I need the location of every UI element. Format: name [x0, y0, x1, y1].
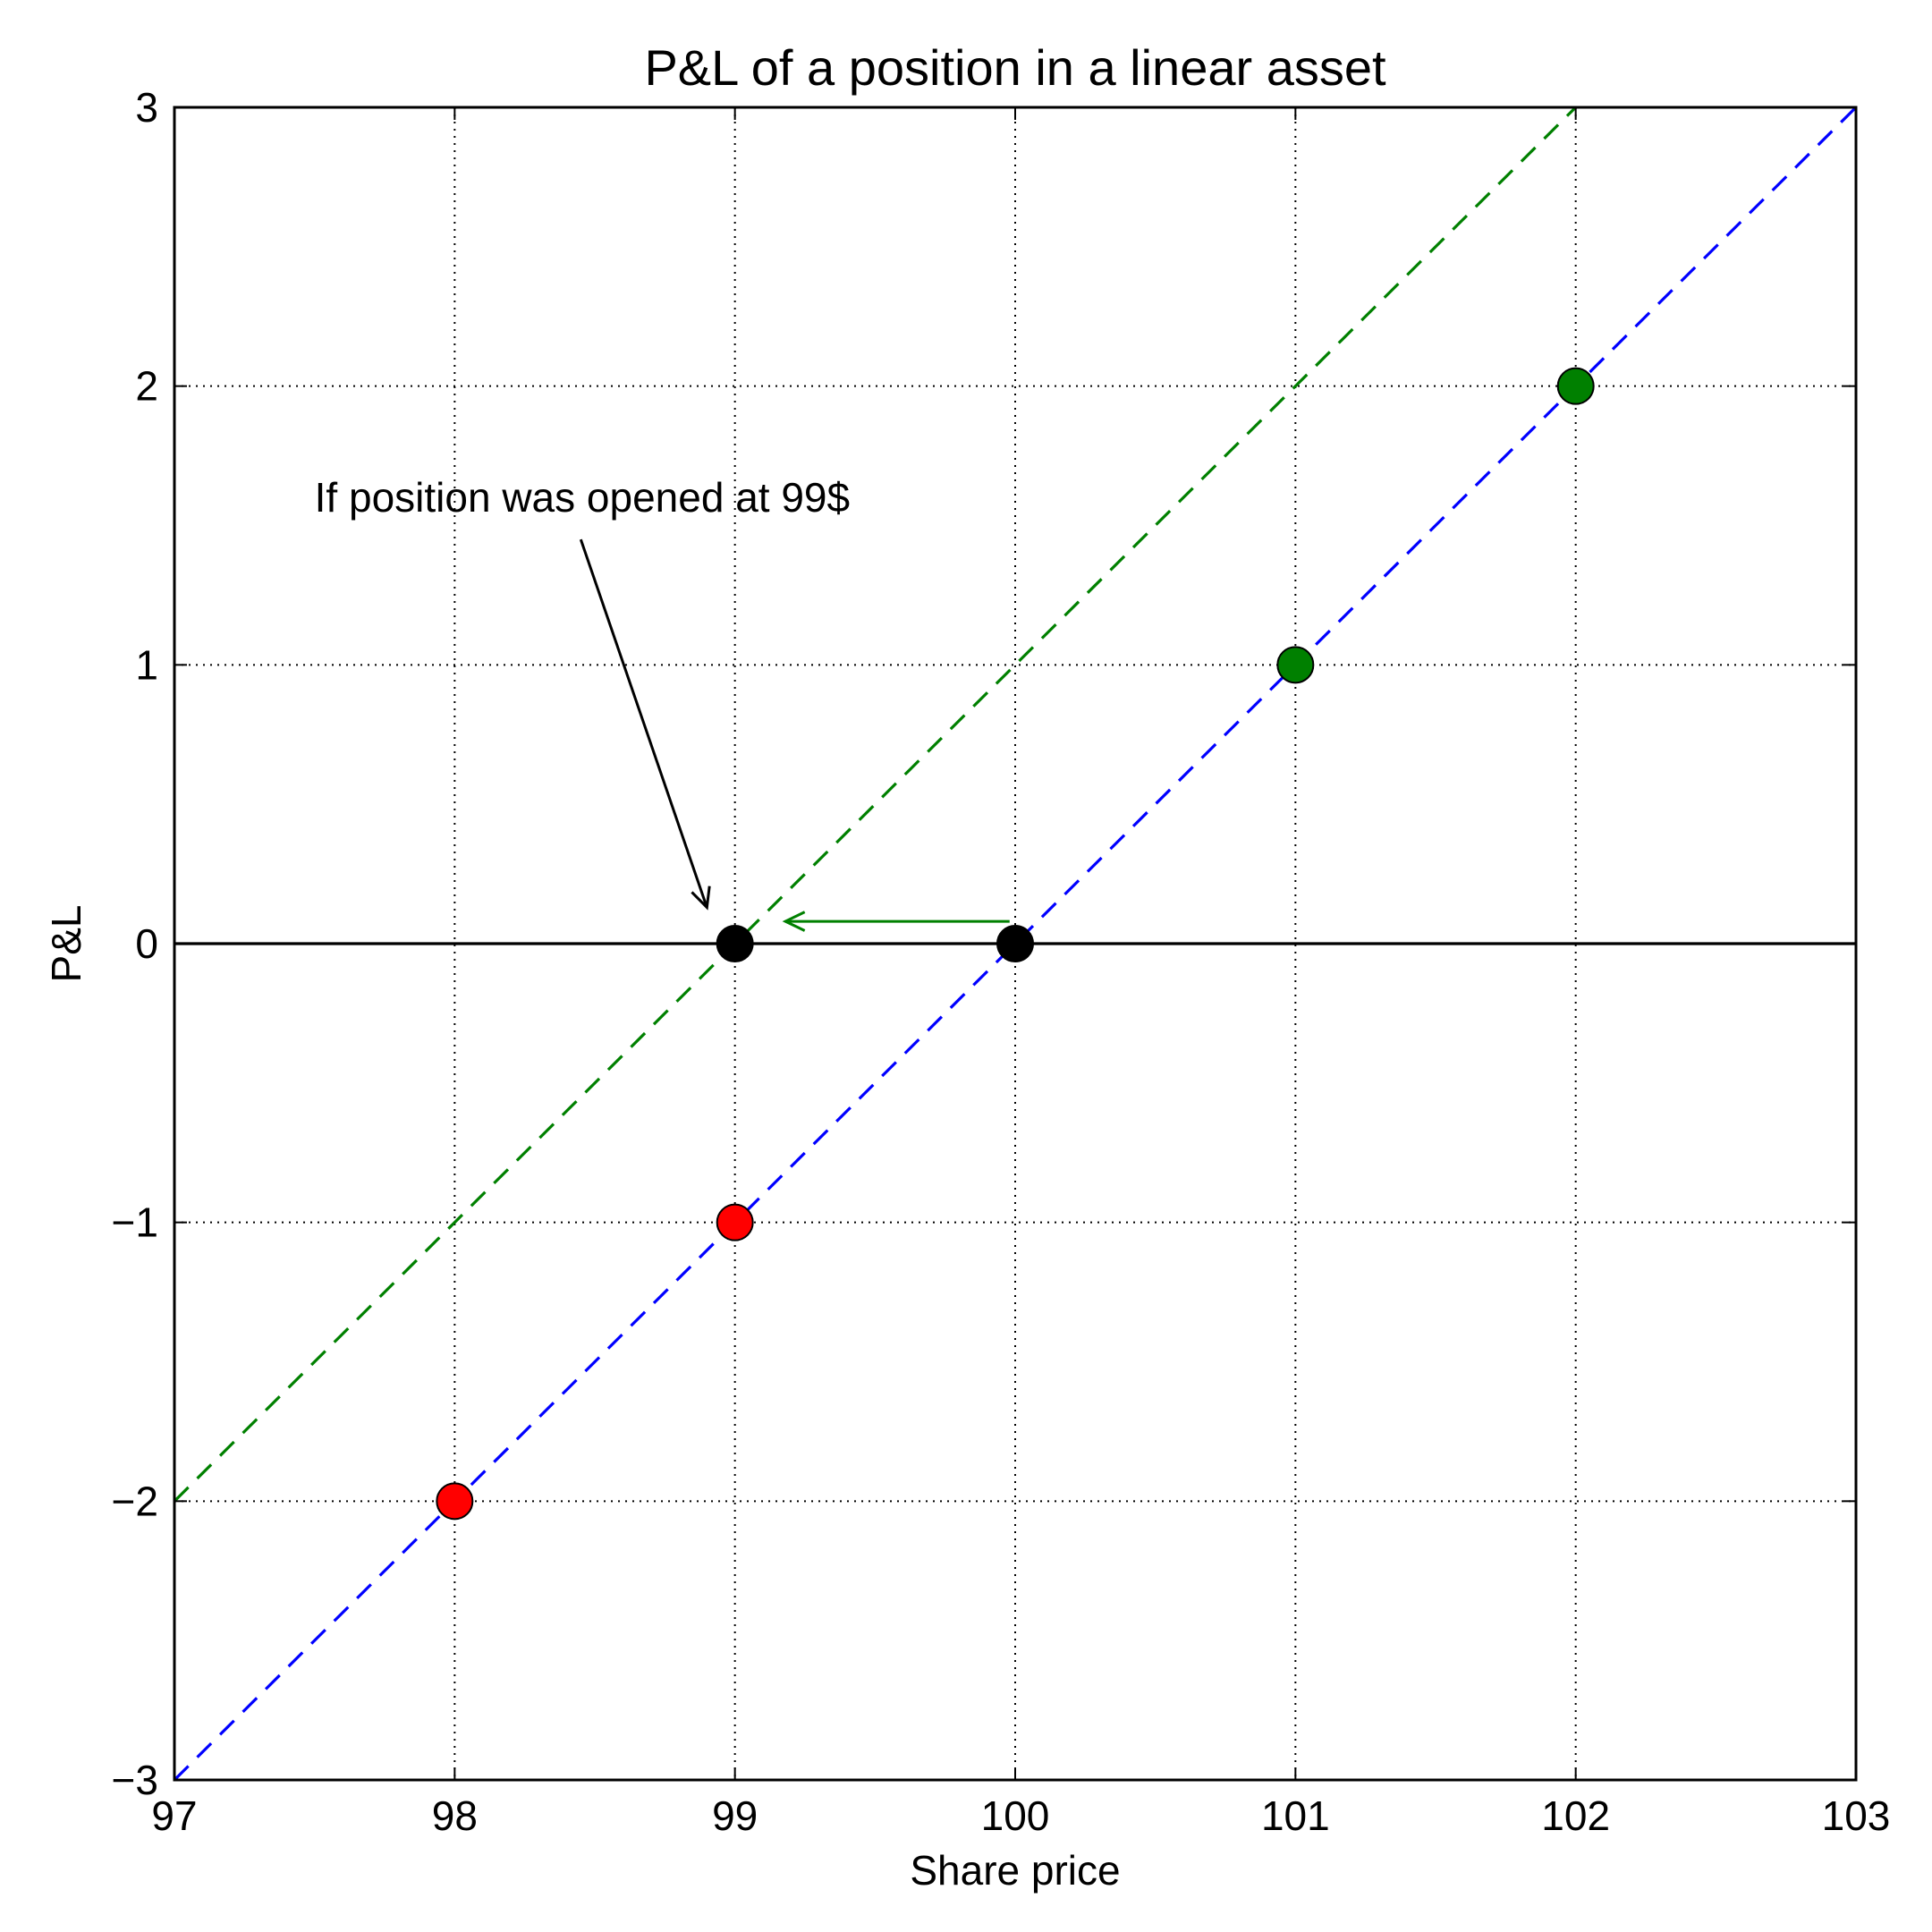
data-point [716, 1203, 754, 1241]
y-tick-label: 1 [135, 641, 158, 688]
x-tick-label: 100 [981, 1792, 1050, 1839]
series-line-2 [174, 107, 1577, 1503]
chart-title: P&L of a position in a linear asset [644, 39, 1386, 96]
x-tick-label: 101 [1261, 1792, 1330, 1839]
y-tick-label: 0 [135, 920, 158, 967]
x-axis-label: Share price [910, 1847, 1120, 1894]
y-tick-label: 3 [135, 84, 158, 131]
annotation-text: If position was opened at 99$ [315, 474, 850, 521]
x-tick-label: 103 [1822, 1792, 1891, 1839]
x-tick-label: 99 [712, 1792, 758, 1839]
data-point [716, 925, 754, 962]
x-tick-label: 97 [151, 1792, 197, 1839]
x-tick-label: 102 [1541, 1792, 1610, 1839]
annotation-arrow-1-head [691, 886, 711, 911]
x-tick-label: 98 [432, 1792, 478, 1839]
annotation-arrow-2-head [782, 911, 806, 932]
data-point [1556, 367, 1595, 405]
y-tick-label: −3 [112, 1757, 158, 1803]
annotations: If position was opened at 99$ [315, 474, 1010, 932]
axis-ticks: 97 98 99 100 101 102 103 −3 −2 −1 0 1 2 3 [112, 84, 1891, 1839]
y-tick-label: −2 [112, 1478, 158, 1524]
annotation-arrow-1 [579, 538, 708, 908]
data-point [996, 925, 1034, 962]
y-tick-label: 2 [135, 363, 158, 410]
y-tick-label: −1 [112, 1199, 158, 1246]
data-point [1276, 646, 1315, 684]
y-axis-label: P&L [43, 905, 89, 983]
data-points [436, 367, 1595, 1521]
data-point [436, 1482, 474, 1521]
